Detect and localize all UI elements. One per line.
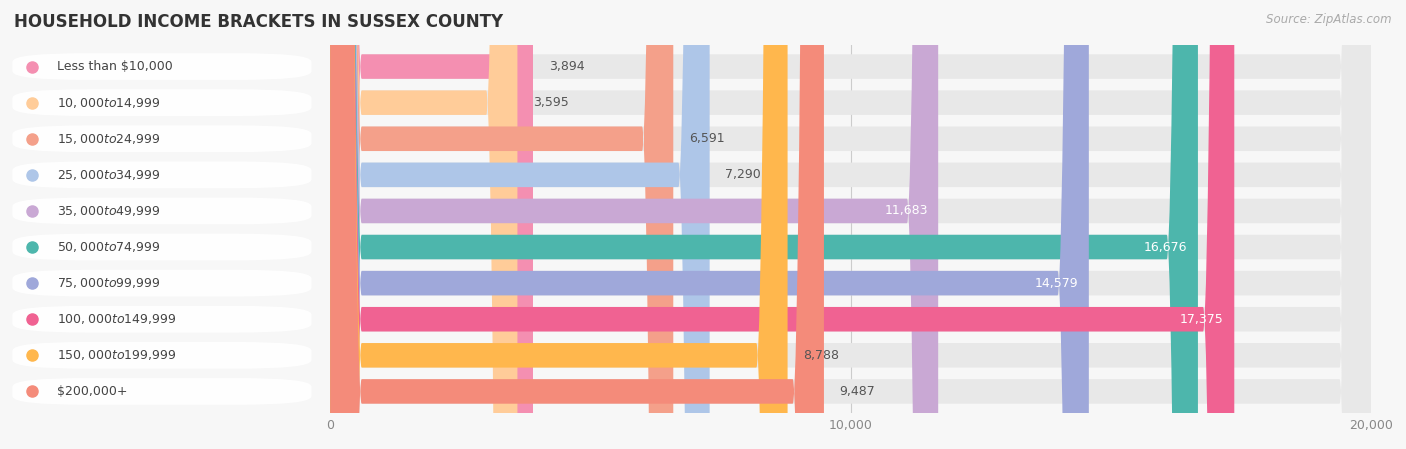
Text: 11,683: 11,683 [884,204,928,217]
Text: $75,000 to $99,999: $75,000 to $99,999 [58,276,160,290]
FancyBboxPatch shape [330,0,1198,449]
FancyBboxPatch shape [330,0,1234,449]
FancyBboxPatch shape [330,0,710,449]
Text: 9,487: 9,487 [839,385,876,398]
FancyBboxPatch shape [330,0,1371,449]
FancyBboxPatch shape [14,54,311,79]
FancyBboxPatch shape [330,0,1371,449]
FancyBboxPatch shape [330,0,824,449]
Text: $35,000 to $49,999: $35,000 to $49,999 [58,204,160,218]
FancyBboxPatch shape [330,0,1371,449]
FancyBboxPatch shape [330,0,517,449]
FancyBboxPatch shape [330,0,1371,449]
Text: Less than $10,000: Less than $10,000 [58,60,173,73]
FancyBboxPatch shape [14,343,311,368]
Text: 8,788: 8,788 [803,349,839,362]
FancyBboxPatch shape [14,198,311,223]
FancyBboxPatch shape [14,307,311,331]
Text: HOUSEHOLD INCOME BRACKETS IN SUSSEX COUNTY: HOUSEHOLD INCOME BRACKETS IN SUSSEX COUN… [14,13,503,31]
FancyBboxPatch shape [14,127,311,151]
FancyBboxPatch shape [330,0,1371,449]
Text: $200,000+: $200,000+ [58,385,128,398]
FancyBboxPatch shape [330,0,1371,449]
Text: $25,000 to $34,999: $25,000 to $34,999 [58,168,160,182]
Text: 3,595: 3,595 [533,96,569,109]
Text: 7,290: 7,290 [725,168,761,181]
Text: 17,375: 17,375 [1180,313,1223,326]
Text: 6,591: 6,591 [689,132,724,145]
FancyBboxPatch shape [330,0,533,449]
FancyBboxPatch shape [14,379,311,404]
FancyBboxPatch shape [330,0,1371,449]
Text: $150,000 to $199,999: $150,000 to $199,999 [58,348,177,362]
FancyBboxPatch shape [14,163,311,187]
FancyBboxPatch shape [330,0,1371,449]
FancyBboxPatch shape [330,0,938,449]
FancyBboxPatch shape [14,90,311,115]
Text: 14,579: 14,579 [1035,277,1078,290]
FancyBboxPatch shape [330,0,673,449]
FancyBboxPatch shape [330,0,1371,449]
Text: $50,000 to $74,999: $50,000 to $74,999 [58,240,160,254]
FancyBboxPatch shape [14,235,311,260]
FancyBboxPatch shape [330,0,1371,449]
Text: $100,000 to $149,999: $100,000 to $149,999 [58,312,177,326]
Text: $10,000 to $14,999: $10,000 to $14,999 [58,96,160,110]
Text: 3,894: 3,894 [548,60,585,73]
FancyBboxPatch shape [330,0,1088,449]
FancyBboxPatch shape [330,0,787,449]
Text: Source: ZipAtlas.com: Source: ZipAtlas.com [1267,13,1392,26]
FancyBboxPatch shape [14,271,311,295]
Text: $15,000 to $24,999: $15,000 to $24,999 [58,132,160,146]
Text: 16,676: 16,676 [1144,241,1188,254]
